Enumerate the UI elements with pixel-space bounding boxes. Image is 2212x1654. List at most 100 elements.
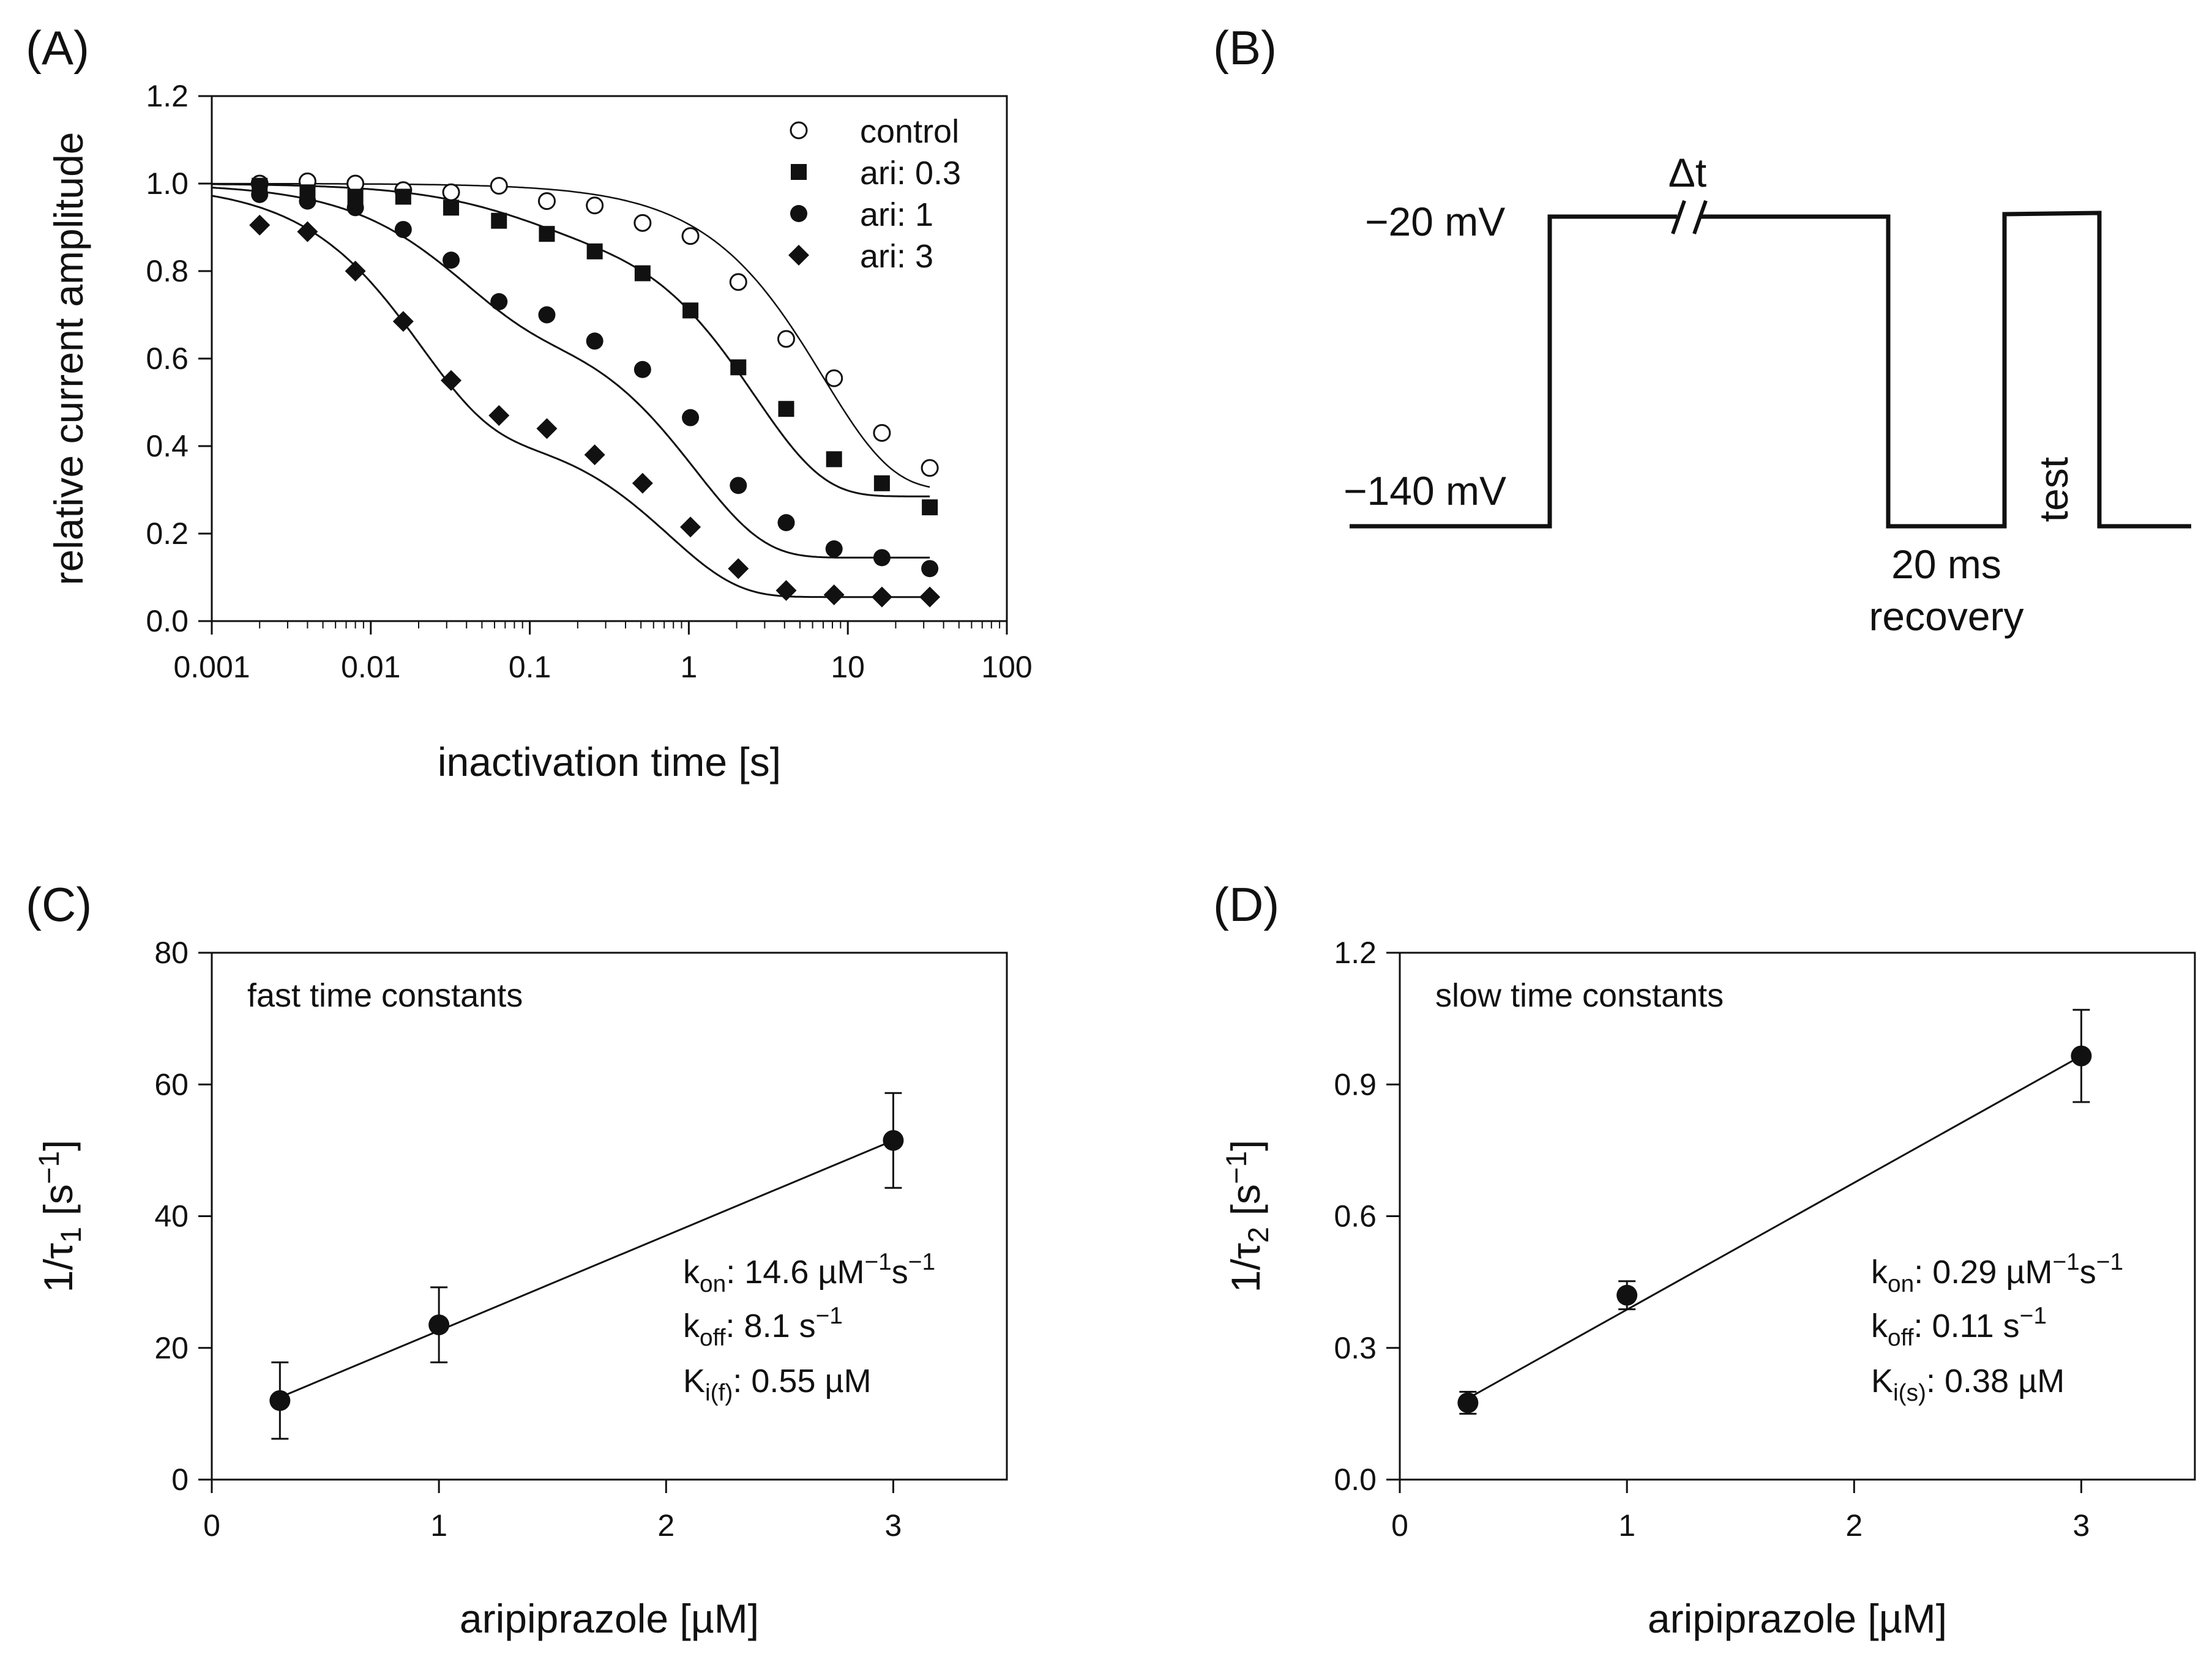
data-point-0 xyxy=(442,183,460,201)
kon-annotation-c-part-1: on xyxy=(700,1271,726,1297)
test-pulse-label: test xyxy=(2031,457,2076,522)
protocol-trace-1 xyxy=(1350,214,1677,529)
y-tick-label-a: 0.2 xyxy=(146,516,189,551)
kon-annotation-d-part-1: on xyxy=(1888,1271,1914,1297)
data-point-3 xyxy=(823,584,845,606)
koff-annotation-d: koff: 0.11 s−1 xyxy=(1871,1303,2047,1351)
x-tick-label-a: 1 xyxy=(680,650,697,684)
legend-marker-1 xyxy=(791,164,807,180)
kon-annotation-d-part-5: −1 xyxy=(2096,1249,2123,1275)
data-point-2 xyxy=(394,221,412,239)
panel-label-d: (D) xyxy=(1213,877,1279,931)
ki-annotation-c-part-0: K xyxy=(683,1363,705,1399)
koff-annotation-d-part-0: k xyxy=(1871,1308,1888,1344)
data-point-2 xyxy=(346,199,364,217)
y-axis-label-c: 1/τ1 [s−1] xyxy=(33,1140,88,1293)
x-tick-label-a: 0.001 xyxy=(173,650,250,684)
x-tick-label-a: 0.1 xyxy=(509,650,551,684)
data-point-0 xyxy=(586,196,604,215)
data-point-c xyxy=(269,1390,291,1411)
ki-annotation-d-part-0: K xyxy=(1871,1363,1893,1399)
y-tick-label-a: 0.4 xyxy=(146,429,189,463)
y-tick-label-a: 0.0 xyxy=(146,604,189,638)
panel-c-frame xyxy=(211,952,1008,1481)
data-point-3 xyxy=(775,579,797,601)
voltage-step-label: −20 mV xyxy=(1365,199,1505,244)
x-tick-label-a: 100 xyxy=(981,650,1032,684)
data-point-1 xyxy=(395,188,411,205)
y-axis-label-c-part-3: −1 xyxy=(33,1151,65,1184)
data-point-c xyxy=(883,1130,904,1151)
panel-label-a: (A) xyxy=(26,21,89,75)
data-point-1 xyxy=(491,212,507,229)
data-point-1 xyxy=(539,226,555,242)
data-point-1 xyxy=(922,499,938,516)
data-point-3 xyxy=(345,261,366,281)
data-point-3 xyxy=(392,311,414,332)
x-tick-label-c: 3 xyxy=(885,1508,902,1543)
panel-title-c: fast time constants xyxy=(247,977,523,1014)
x-tick-label-a: 0.01 xyxy=(341,650,400,684)
data-point-3 xyxy=(297,221,318,242)
panel-label-b: (B) xyxy=(1213,21,1277,75)
data-point-0 xyxy=(873,424,891,442)
koff-annotation-d-part-3: −1 xyxy=(2020,1303,2047,1329)
data-point-2 xyxy=(777,514,795,532)
x-axis-label-c: aripiprazole [µM] xyxy=(460,1596,759,1641)
ki-annotation-c: Ki(f): 0.55 µM xyxy=(683,1363,872,1406)
fit-curve-0 xyxy=(212,182,930,488)
legend-label-1: ari: 0.3 xyxy=(860,155,961,192)
panel-a: (A) 0.001 0.01 0.1 1 10 100 0.0 0.2 0.4 0.6 0.8 1.0 1… xyxy=(26,21,1033,784)
data-point-0 xyxy=(921,459,939,477)
x-tick-label-d: 0 xyxy=(1391,1508,1408,1543)
y-axis-label-c-part-1: 1 xyxy=(55,1227,88,1243)
koff-annotation-d-part-1: off xyxy=(1888,1325,1914,1351)
y-tick-label-d: 0.6 xyxy=(1334,1199,1377,1234)
y-tick-label-a: 1.0 xyxy=(146,166,189,201)
ki-annotation-d-part-1: i(s) xyxy=(1893,1380,1926,1406)
break-mark-1 xyxy=(1671,200,1686,234)
data-point-1 xyxy=(682,302,699,319)
data-point-d xyxy=(1457,1392,1479,1414)
data-point-2 xyxy=(873,549,891,567)
panel-d-frame xyxy=(1399,952,2196,1481)
x-tick-label-a: 10 xyxy=(831,650,865,684)
y-axis-label-c-part-0: 1/τ xyxy=(35,1243,81,1292)
fit-curve-2 xyxy=(211,187,930,559)
data-point-2 xyxy=(921,560,939,578)
y-tick-label-d: 0.3 xyxy=(1334,1331,1377,1365)
panel-label-c: (C) xyxy=(26,877,92,931)
x-tick-label-d: 1 xyxy=(1618,1508,1635,1543)
y-axis-label-c-part-4: ] xyxy=(35,1140,81,1151)
y-tick-label-a: 1.2 xyxy=(146,79,189,113)
x-axis-label-a: inactivation time [s] xyxy=(438,739,781,784)
data-point-3 xyxy=(919,586,941,608)
y-axis-label-d-part-0: 1/τ xyxy=(1223,1243,1268,1292)
y-tick-label-d: 1.2 xyxy=(1334,936,1377,970)
data-point-3 xyxy=(488,404,510,426)
kon-annotation-d-part-2: : 0.29 µM xyxy=(1914,1254,2052,1291)
y-tick-label-a: 0.6 xyxy=(146,341,189,376)
protocol-trace-2 xyxy=(1700,210,2191,529)
data-point-1 xyxy=(730,359,747,376)
data-point-3 xyxy=(632,472,653,494)
data-point-3 xyxy=(441,370,462,391)
ki-annotation-d-part-2: : 0.38 µM xyxy=(1926,1363,2064,1399)
y-axis-label-a: relative current amplitude xyxy=(46,132,91,585)
data-point-2 xyxy=(299,192,316,210)
kon-annotation-d-part-4: s xyxy=(2080,1254,2096,1291)
data-point-2 xyxy=(251,185,269,203)
data-point-1 xyxy=(778,401,794,417)
data-point-2 xyxy=(730,477,747,494)
data-point-3 xyxy=(680,516,701,538)
data-point-3 xyxy=(728,558,749,579)
break-mark-2 xyxy=(1692,200,1708,234)
data-point-2 xyxy=(586,332,603,350)
data-point-0 xyxy=(825,369,843,387)
y-tick-label-c: 20 xyxy=(154,1331,189,1365)
data-point-2 xyxy=(538,306,556,324)
data-point-0 xyxy=(777,330,795,348)
koff-annotation-c-part-0: k xyxy=(683,1308,700,1344)
y-axis-label-d-part-1: 2 xyxy=(1242,1227,1275,1243)
y-axis-label-d-part-3: −1 xyxy=(1220,1151,1253,1184)
